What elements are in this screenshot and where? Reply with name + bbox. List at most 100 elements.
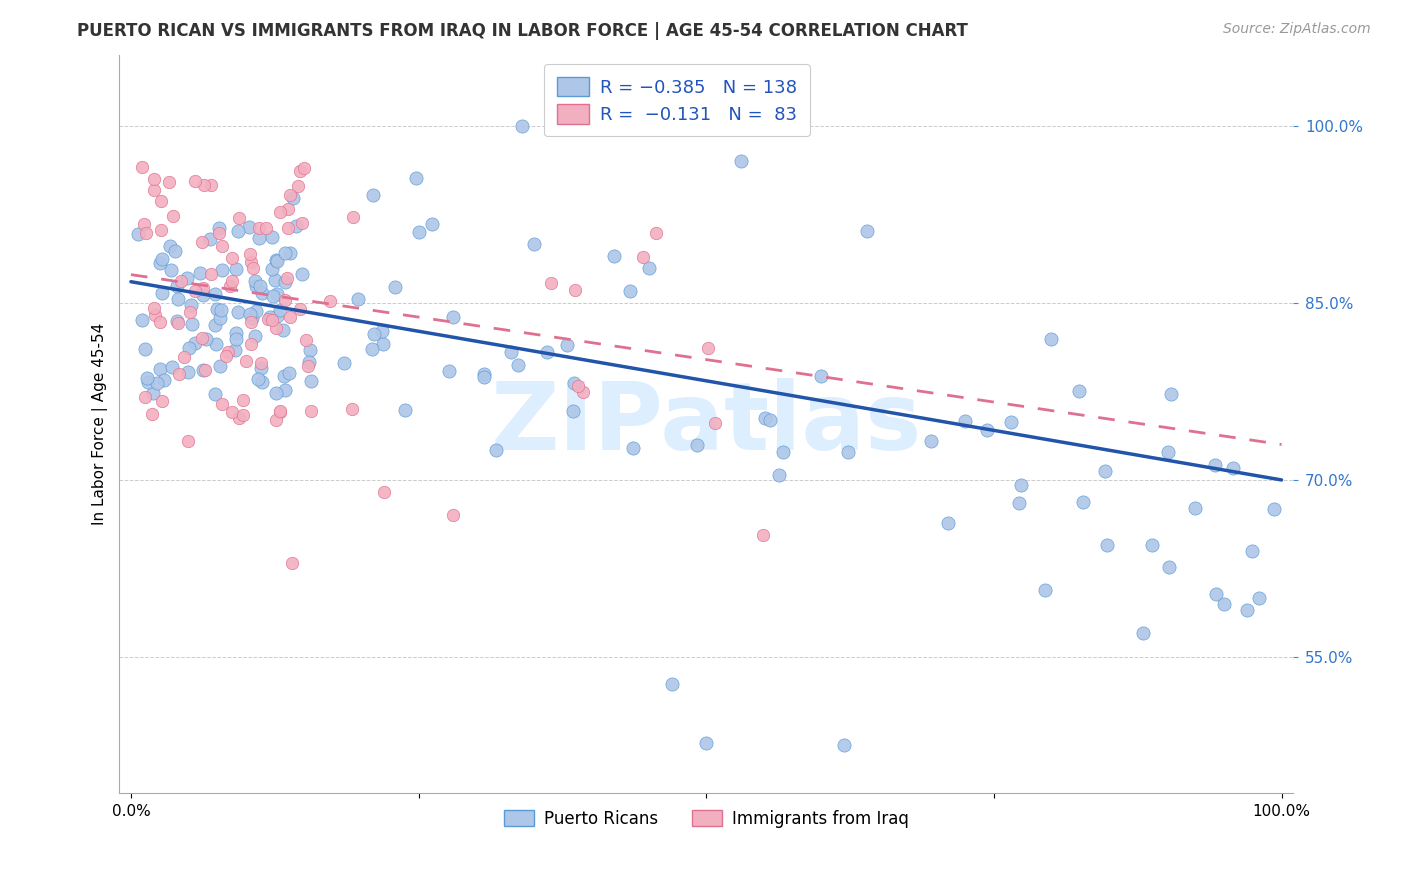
Point — [191, 331, 214, 345]
Point — [250, 376, 273, 390]
Point — [472, 370, 495, 384]
Point — [298, 343, 321, 358]
Point — [211, 238, 233, 252]
Point — [621, 441, 644, 455]
Point — [730, 154, 752, 169]
Point — [637, 260, 659, 275]
Point — [274, 245, 297, 260]
Point — [704, 416, 727, 430]
Point — [277, 202, 299, 216]
Point — [394, 403, 416, 417]
Point — [207, 220, 229, 235]
Point — [228, 411, 250, 425]
Point — [259, 310, 281, 324]
Point — [269, 205, 291, 219]
Point — [346, 292, 368, 306]
Point — [759, 413, 782, 427]
Point — [291, 216, 314, 230]
Text: PUERTO RICAN VS IMMIGRANTS FROM IRAQ IN LABOR FORCE | AGE 45-54 CORRELATION CHAR: PUERTO RICAN VS IMMIGRANTS FROM IRAQ IN … — [77, 22, 969, 40]
Point — [134, 390, 156, 404]
Point — [1000, 415, 1022, 429]
Point — [136, 371, 159, 385]
Point — [363, 326, 385, 341]
Point — [249, 278, 271, 293]
Point — [484, 442, 506, 457]
Point — [204, 318, 226, 333]
Point — [1263, 502, 1285, 516]
Point — [936, 516, 959, 530]
Point — [173, 351, 195, 365]
Point — [177, 434, 200, 449]
Point — [297, 359, 319, 373]
Point — [260, 229, 283, 244]
Point — [247, 221, 270, 235]
Point — [240, 255, 263, 269]
Point — [170, 274, 193, 288]
Point — [274, 293, 297, 307]
Point — [506, 358, 529, 372]
Point — [273, 369, 295, 384]
Point — [474, 367, 496, 381]
Point — [953, 415, 976, 429]
Point — [240, 311, 263, 326]
Point — [1184, 501, 1206, 516]
Point — [131, 312, 153, 326]
Point — [278, 310, 301, 325]
Point — [135, 226, 157, 240]
Point — [572, 385, 595, 400]
Point — [162, 360, 184, 375]
Point — [361, 342, 384, 356]
Point — [142, 386, 165, 401]
Point — [193, 281, 215, 295]
Point — [247, 372, 270, 386]
Point — [211, 396, 233, 410]
Point — [245, 304, 267, 318]
Point — [274, 383, 297, 397]
Point — [247, 230, 270, 244]
Point — [1071, 495, 1094, 509]
Point — [277, 220, 299, 235]
Point — [242, 260, 264, 275]
Point — [319, 294, 342, 309]
Point — [134, 217, 156, 231]
Point — [1067, 384, 1090, 398]
Point — [263, 273, 285, 287]
Point — [1160, 387, 1182, 401]
Point — [557, 338, 579, 352]
Point — [177, 365, 200, 379]
Point — [238, 220, 260, 235]
Point — [920, 434, 942, 449]
Text: ZIPatlas: ZIPatlas — [491, 378, 922, 470]
Point — [264, 413, 287, 427]
Point — [1035, 582, 1057, 597]
Point — [221, 274, 243, 288]
Point — [768, 467, 790, 482]
Point — [204, 337, 226, 351]
Point — [273, 323, 295, 337]
Point — [143, 309, 166, 323]
Point — [141, 407, 163, 421]
Point — [837, 445, 859, 459]
Point — [163, 244, 186, 258]
Point — [299, 375, 322, 389]
Point — [250, 360, 273, 375]
Point — [439, 363, 461, 377]
Point — [772, 445, 794, 459]
Point — [1204, 458, 1226, 473]
Point — [562, 403, 585, 417]
Point — [1236, 603, 1258, 617]
Point — [370, 325, 392, 339]
Point — [295, 333, 318, 347]
Point — [361, 188, 384, 202]
Point — [150, 252, 173, 266]
Point — [1094, 464, 1116, 478]
Point — [194, 332, 217, 346]
Point — [619, 285, 641, 299]
Point — [298, 354, 321, 368]
Point — [441, 310, 464, 324]
Point — [976, 423, 998, 437]
Point — [167, 368, 190, 382]
Point — [184, 174, 207, 188]
Point — [1213, 597, 1236, 611]
Point — [245, 329, 267, 343]
